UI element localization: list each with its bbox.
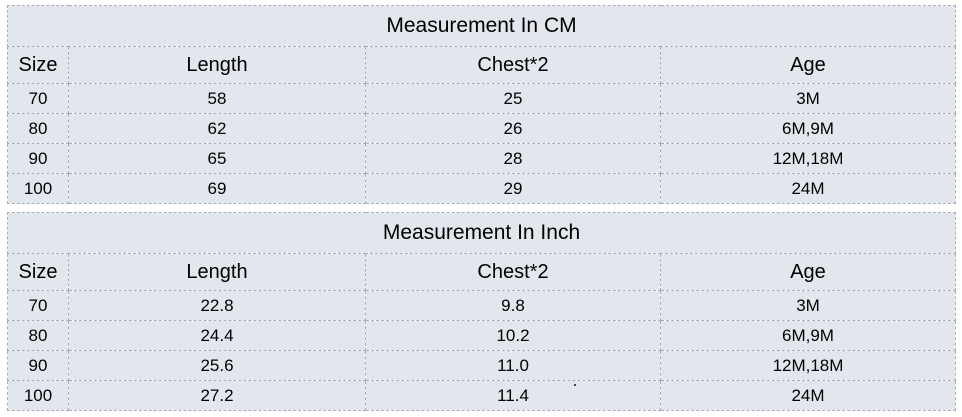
size-table: Measurement In Inch Size Length Chest*2 Age 7… (7, 212, 956, 411)
table-title: Measurement In Inch (7, 212, 956, 254)
table-cell: 90 (7, 350, 69, 381)
table-cell: 25 (365, 83, 661, 114)
table-cell: 22.8 (68, 290, 366, 321)
table-cell: 58 (68, 83, 366, 114)
table-cell: 12M,18M (660, 350, 956, 381)
table-header-row: Size Length Chest*2 Age (7, 46, 956, 84)
table-cell: 12M,18M (660, 143, 956, 174)
column-header-age: Age (660, 46, 956, 84)
table-row: 90 65 28 12M,18M (7, 143, 956, 174)
table-cell: 10.2 (365, 320, 661, 351)
table-row: 80 62 26 6M,9M (7, 113, 956, 144)
table-cell: 27.2 (68, 380, 366, 411)
table-cell: 65 (68, 143, 366, 174)
table-cell: 6M,9M (660, 113, 956, 144)
table-cell: 3M (660, 290, 956, 321)
table-cell: 26 (365, 113, 661, 144)
table-row: 90 25.6 11.0 12M,18M (7, 350, 956, 381)
table-cell: 62 (68, 113, 366, 144)
table-row: 100 69 29 24M (7, 173, 956, 204)
table-title-row: Measurement In Inch (7, 212, 956, 254)
table-header-row: Size Length Chest*2 Age (7, 253, 956, 291)
table-row: 70 58 25 3M (7, 83, 956, 114)
column-header-size: Size (7, 46, 69, 84)
table-cell: 80 (7, 113, 69, 144)
table-title: Measurement In CM (7, 5, 956, 47)
table-cell: 28 (365, 143, 661, 174)
column-header-length: Length (68, 253, 366, 291)
table-cell: 11.4 (365, 380, 661, 411)
table-cell: 25.6 (68, 350, 366, 381)
table-cell: 9.8 (365, 290, 661, 321)
table-cell: 70 (7, 290, 69, 321)
table-cell: 24M (660, 380, 956, 411)
column-header-chest-2: Chest*2 (365, 253, 661, 291)
table-cell: 6M,9M (660, 320, 956, 351)
table-cell: 100 (7, 380, 69, 411)
size-table: Measurement In CM Size Length Chest*2 Age 70 5… (7, 5, 956, 204)
table-row: 100 27.2 11.4 24M (7, 380, 956, 411)
table-cell: 11.0 (365, 350, 661, 381)
table-cell: 69 (68, 173, 366, 204)
table-row: 70 22.8 9.8 3M (7, 290, 956, 321)
table-cell: 90 (7, 143, 69, 174)
column-header-size: Size (7, 253, 69, 291)
table-cell: 70 (7, 83, 69, 114)
column-header-length: Length (68, 46, 366, 84)
column-header-age: Age (660, 253, 956, 291)
table-title-row: Measurement In CM (7, 5, 956, 47)
column-header-chest-2: Chest*2 (365, 46, 661, 84)
table-cell: 29 (365, 173, 661, 204)
stray-dot-artifact (574, 384, 576, 386)
table-row: 80 24.4 10.2 6M,9M (7, 320, 956, 351)
table-cell: 80 (7, 320, 69, 351)
table-cell: 24.4 (68, 320, 366, 351)
measurement-table-cm: Measurement In CM Size Length Chest*2 Age 70 5… (7, 5, 956, 204)
table-cell: 3M (660, 83, 956, 114)
table-cell: 100 (7, 173, 69, 204)
measurement-table-inch: Measurement In Inch Size Length Chest*2 Age 7… (7, 212, 956, 411)
table-cell: 24M (660, 173, 956, 204)
